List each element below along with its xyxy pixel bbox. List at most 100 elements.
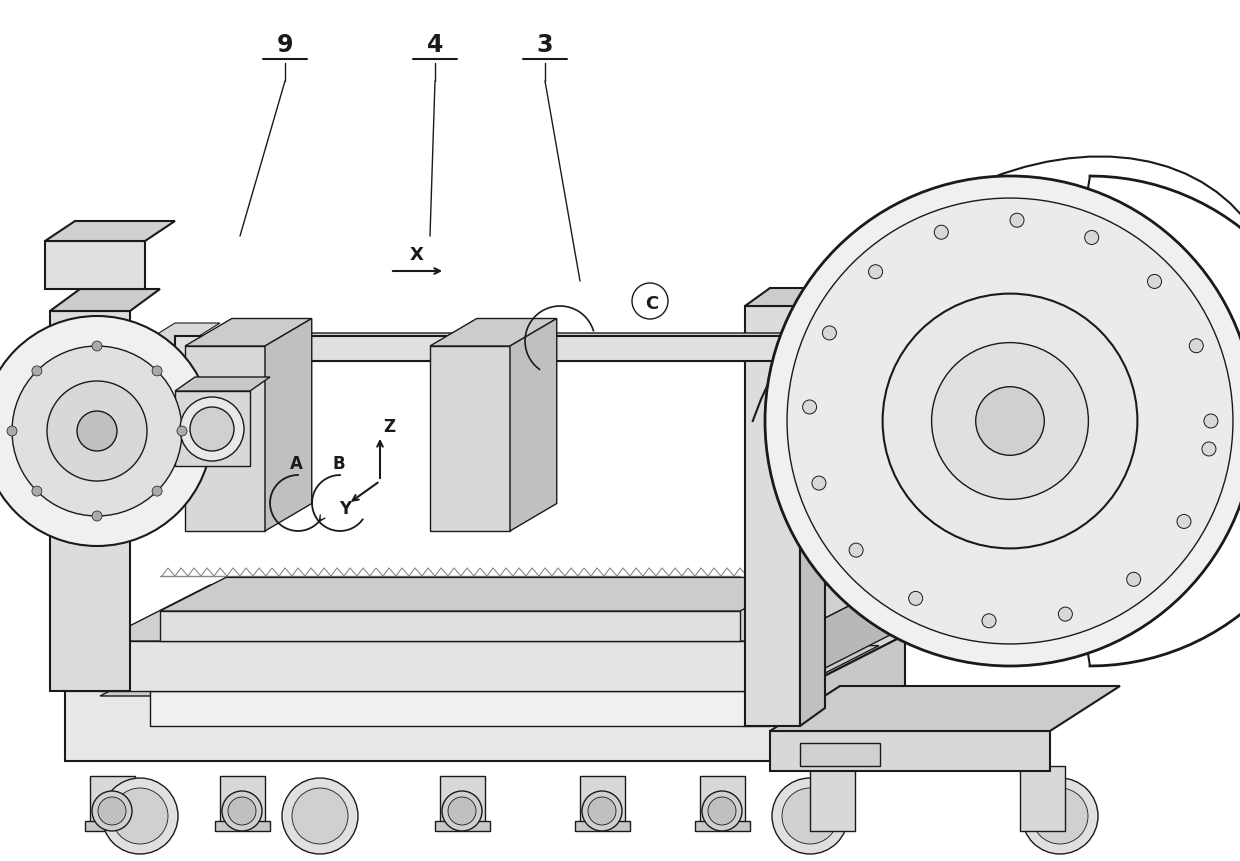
- Polygon shape: [50, 312, 130, 691]
- Polygon shape: [175, 337, 800, 362]
- Polygon shape: [770, 686, 1120, 731]
- Circle shape: [883, 294, 1137, 548]
- Polygon shape: [175, 378, 270, 392]
- Polygon shape: [800, 288, 825, 726]
- Polygon shape: [265, 319, 311, 531]
- Circle shape: [1011, 214, 1024, 228]
- Polygon shape: [575, 821, 630, 831]
- Polygon shape: [160, 578, 806, 611]
- Circle shape: [849, 543, 863, 557]
- Polygon shape: [185, 319, 311, 347]
- Circle shape: [982, 614, 996, 628]
- Circle shape: [448, 797, 476, 825]
- Text: C: C: [645, 294, 658, 313]
- Circle shape: [909, 592, 923, 605]
- Circle shape: [1032, 788, 1087, 844]
- Circle shape: [7, 426, 17, 437]
- Circle shape: [773, 778, 848, 854]
- Circle shape: [291, 788, 348, 844]
- Polygon shape: [45, 222, 175, 242]
- Circle shape: [0, 317, 212, 547]
- Polygon shape: [770, 731, 1050, 771]
- Circle shape: [1202, 443, 1216, 456]
- Circle shape: [441, 791, 482, 831]
- Text: A: A: [290, 455, 303, 473]
- Circle shape: [1022, 778, 1097, 854]
- Circle shape: [868, 265, 883, 279]
- Polygon shape: [86, 821, 140, 831]
- Circle shape: [77, 412, 117, 451]
- Text: 4: 4: [427, 33, 443, 57]
- Circle shape: [1127, 573, 1141, 586]
- Circle shape: [1147, 276, 1162, 289]
- Circle shape: [582, 791, 622, 831]
- Polygon shape: [175, 333, 839, 362]
- Circle shape: [931, 344, 1089, 500]
- Circle shape: [1059, 607, 1073, 622]
- Circle shape: [822, 326, 837, 341]
- Circle shape: [765, 177, 1240, 666]
- Circle shape: [180, 398, 244, 461]
- Polygon shape: [1021, 766, 1065, 831]
- Text: B: B: [332, 455, 345, 473]
- Circle shape: [1189, 339, 1203, 353]
- Polygon shape: [45, 242, 145, 289]
- Circle shape: [102, 778, 179, 854]
- Polygon shape: [430, 347, 510, 531]
- Circle shape: [92, 511, 102, 522]
- Polygon shape: [795, 635, 905, 761]
- Circle shape: [782, 788, 838, 844]
- Polygon shape: [219, 776, 265, 826]
- Polygon shape: [175, 392, 250, 467]
- Circle shape: [281, 778, 358, 854]
- Circle shape: [812, 476, 826, 491]
- Polygon shape: [580, 776, 625, 826]
- Polygon shape: [800, 743, 880, 766]
- Polygon shape: [745, 307, 800, 726]
- Text: Z: Z: [383, 418, 396, 436]
- Circle shape: [708, 797, 737, 825]
- Circle shape: [787, 199, 1233, 644]
- Text: Y: Y: [340, 499, 352, 517]
- Polygon shape: [185, 347, 265, 531]
- Text: 3: 3: [537, 33, 553, 57]
- Text: 9: 9: [277, 33, 293, 57]
- Circle shape: [153, 367, 162, 376]
- Circle shape: [47, 381, 148, 481]
- Polygon shape: [160, 611, 740, 641]
- Circle shape: [222, 791, 262, 831]
- Circle shape: [98, 797, 126, 825]
- Polygon shape: [745, 288, 825, 307]
- Polygon shape: [100, 641, 780, 691]
- Polygon shape: [780, 585, 890, 691]
- Circle shape: [92, 791, 131, 831]
- Polygon shape: [694, 821, 750, 831]
- Polygon shape: [50, 289, 160, 312]
- Polygon shape: [510, 319, 557, 531]
- Circle shape: [1204, 414, 1218, 429]
- Polygon shape: [64, 635, 905, 691]
- Circle shape: [153, 486, 162, 497]
- Circle shape: [1177, 515, 1190, 529]
- Polygon shape: [701, 776, 745, 826]
- Text: X: X: [410, 245, 424, 263]
- Circle shape: [702, 791, 742, 831]
- Circle shape: [1085, 232, 1099, 245]
- Circle shape: [588, 797, 616, 825]
- Polygon shape: [440, 776, 485, 826]
- Circle shape: [112, 788, 167, 844]
- Polygon shape: [810, 766, 856, 831]
- Polygon shape: [130, 324, 219, 351]
- Polygon shape: [64, 691, 795, 761]
- Circle shape: [32, 367, 42, 376]
- Polygon shape: [100, 646, 879, 697]
- Circle shape: [976, 387, 1044, 455]
- Circle shape: [32, 486, 42, 497]
- Polygon shape: [430, 319, 557, 347]
- Circle shape: [802, 400, 817, 414]
- Circle shape: [177, 426, 187, 437]
- Polygon shape: [100, 585, 890, 641]
- Polygon shape: [150, 691, 770, 726]
- Circle shape: [228, 797, 255, 825]
- Polygon shape: [435, 821, 490, 831]
